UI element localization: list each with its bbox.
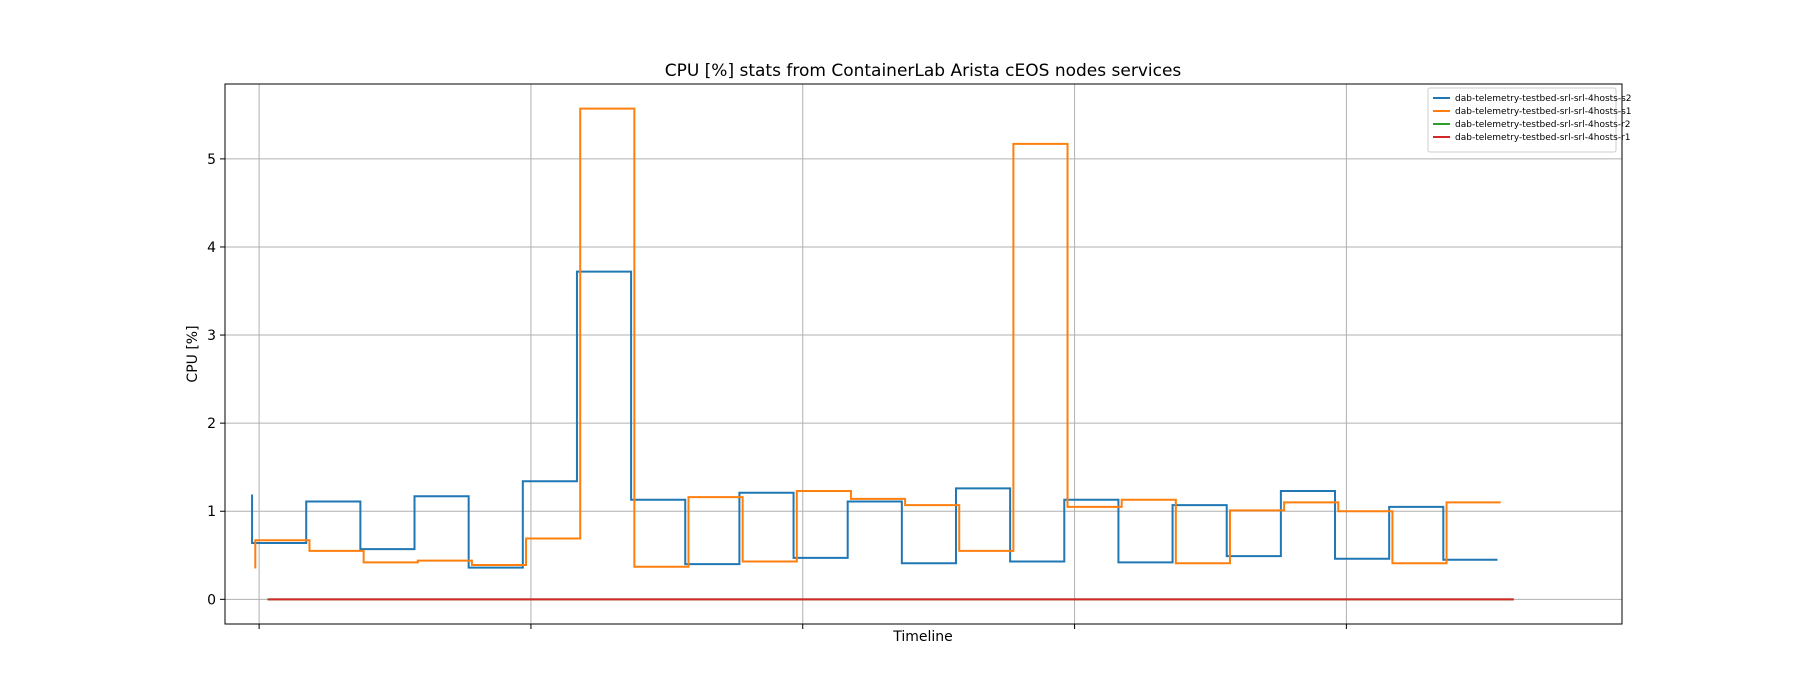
y-tick-label-1: 1 [207, 504, 216, 520]
legend-label-2: dab-telemetry-testbed-srl-srl-4hosts-s1 [1455, 107, 1632, 117]
y-tick-label-3: 3 [207, 328, 216, 344]
plot-frame [224, 83, 1623, 625]
series-line-2 [254, 107, 1501, 569]
y-tick-label-2: 2 [207, 416, 216, 432]
legend-box [1427, 87, 1617, 153]
y-axis-ticks: 0 1 2 3 4 5 [207, 152, 225, 608]
series-lines [251, 107, 1514, 601]
series-line-1 [251, 270, 1498, 569]
legend-label-1: dab-telemetry-testbed-srl-srl-4hosts-s2 [1455, 94, 1632, 104]
grid [225, 84, 1622, 624]
y-tick-label-5: 5 [207, 152, 216, 168]
y-tick-label-4: 4 [207, 240, 216, 256]
legend-label-4: dab-telemetry-testbed-srl-srl-4hosts-r1 [1455, 133, 1631, 143]
y-tick-label-0: 0 [207, 592, 216, 608]
chart-title: CPU [%] stats from ContainerLab Arista c… [665, 61, 1182, 81]
legend-label-3: dab-telemetry-testbed-srl-srl-4hosts-r2 [1455, 120, 1631, 130]
x-axis-ticks [258, 624, 1347, 629]
y-axis-title: CPU [%] [185, 325, 201, 382]
x-axis-title: Timeline [892, 629, 953, 645]
legend: dab-telemetry-testbed-srl-srl-4hosts-s2 d… [1427, 87, 1632, 153]
